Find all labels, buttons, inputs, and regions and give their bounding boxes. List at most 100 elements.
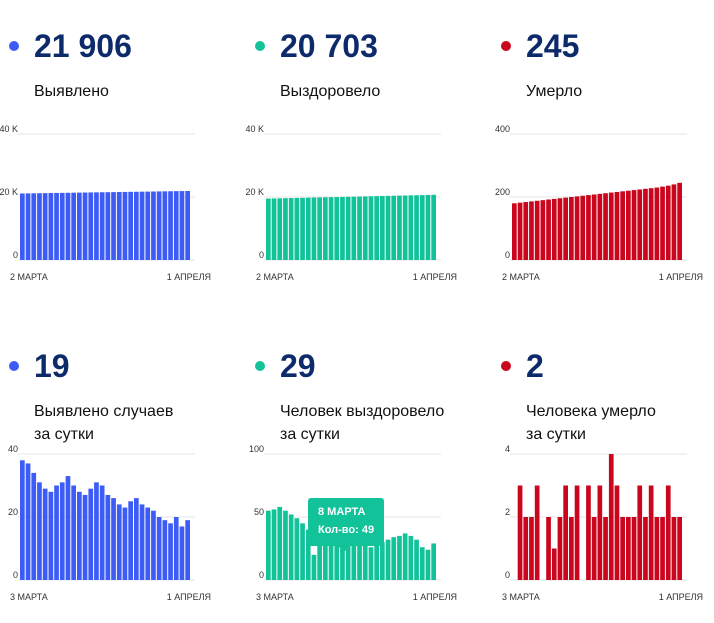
- bar[interactable]: [385, 539, 391, 580]
- bar[interactable]: [563, 197, 568, 260]
- bar[interactable]: [59, 192, 65, 260]
- bar[interactable]: [283, 510, 288, 580]
- bar[interactable]: [116, 192, 122, 260]
- bar[interactable]: [523, 517, 529, 580]
- bar[interactable]: [65, 192, 71, 260]
- bar[interactable]: [88, 488, 94, 580]
- bar[interactable]: [620, 517, 625, 580]
- bar[interactable]: [305, 529, 311, 580]
- bar[interactable]: [328, 537, 334, 580]
- bar[interactable]: [162, 191, 168, 260]
- bar[interactable]: [162, 520, 168, 580]
- bar[interactable]: [277, 506, 283, 580]
- bar[interactable]: [574, 196, 580, 260]
- bar[interactable]: [105, 192, 111, 260]
- bar[interactable]: [266, 510, 271, 580]
- bar[interactable]: [620, 191, 625, 260]
- bar[interactable]: [31, 472, 37, 580]
- bar[interactable]: [99, 485, 105, 581]
- bar[interactable]: [185, 520, 190, 580]
- bar[interactable]: [266, 198, 271, 260]
- bar[interactable]: [608, 454, 614, 580]
- bar[interactable]: [48, 193, 54, 260]
- bar[interactable]: [48, 491, 54, 580]
- bar[interactable]: [574, 485, 580, 581]
- bar[interactable]: [671, 184, 677, 260]
- bar[interactable]: [25, 463, 31, 580]
- bar[interactable]: [111, 498, 116, 580]
- bar[interactable]: [173, 191, 179, 260]
- bar[interactable]: [345, 196, 351, 260]
- bar[interactable]: [179, 191, 185, 260]
- bar[interactable]: [431, 194, 436, 260]
- bar[interactable]: [591, 517, 597, 580]
- bar[interactable]: [25, 193, 31, 260]
- bar[interactable]: [551, 548, 557, 581]
- bar[interactable]: [88, 192, 94, 260]
- bar[interactable]: [323, 534, 328, 580]
- bar[interactable]: [597, 485, 603, 581]
- bar[interactable]: [608, 192, 614, 260]
- bar[interactable]: [563, 485, 568, 581]
- bar[interactable]: [134, 191, 139, 260]
- bar[interactable]: [546, 199, 551, 260]
- bar[interactable]: [173, 517, 179, 580]
- bar[interactable]: [591, 194, 597, 260]
- bar[interactable]: [677, 182, 682, 260]
- bar[interactable]: [648, 188, 654, 260]
- bar[interactable]: [185, 191, 190, 260]
- bar[interactable]: [271, 198, 277, 260]
- bar[interactable]: [665, 485, 671, 581]
- bar[interactable]: [580, 195, 586, 260]
- bar[interactable]: [529, 517, 534, 580]
- bar[interactable]: [288, 514, 294, 580]
- bar[interactable]: [42, 193, 48, 260]
- bar[interactable]: [368, 547, 374, 580]
- bar[interactable]: [408, 195, 414, 260]
- bar[interactable]: [334, 197, 340, 260]
- bar[interactable]: [391, 195, 397, 260]
- bar[interactable]: [551, 198, 557, 260]
- bar[interactable]: [151, 510, 156, 580]
- bar[interactable]: [414, 195, 419, 260]
- bar[interactable]: [128, 191, 133, 260]
- bar[interactable]: [603, 517, 608, 580]
- bar[interactable]: [351, 542, 357, 580]
- bar[interactable]: [397, 195, 402, 260]
- bar[interactable]: [179, 526, 185, 580]
- bar[interactable]: [660, 186, 665, 260]
- bar[interactable]: [271, 509, 277, 580]
- bar[interactable]: [569, 517, 574, 580]
- bar[interactable]: [517, 202, 523, 260]
- bar[interactable]: [340, 538, 345, 580]
- bar[interactable]: [546, 517, 551, 580]
- bar[interactable]: [512, 203, 517, 260]
- bar[interactable]: [37, 193, 42, 260]
- bar[interactable]: [614, 485, 620, 581]
- bar[interactable]: [402, 195, 408, 260]
- bar[interactable]: [156, 191, 162, 260]
- bar[interactable]: [294, 197, 300, 260]
- bar[interactable]: [597, 193, 603, 260]
- bar[interactable]: [71, 192, 76, 260]
- bar[interactable]: [122, 507, 128, 580]
- bar[interactable]: [643, 188, 648, 260]
- bar[interactable]: [54, 192, 59, 260]
- bar[interactable]: [643, 517, 648, 580]
- bar[interactable]: [419, 195, 425, 260]
- bar[interactable]: [59, 482, 65, 580]
- bar[interactable]: [20, 193, 25, 260]
- bar[interactable]: [654, 187, 660, 260]
- bar[interactable]: [94, 482, 99, 580]
- bar[interactable]: [317, 532, 322, 580]
- bar[interactable]: [362, 196, 368, 260]
- bar[interactable]: [637, 189, 643, 260]
- bar[interactable]: [323, 197, 328, 260]
- bar[interactable]: [534, 485, 540, 581]
- bar[interactable]: [77, 192, 82, 260]
- bar[interactable]: [20, 460, 25, 580]
- bar[interactable]: [37, 482, 42, 580]
- bar[interactable]: [529, 201, 534, 260]
- bar[interactable]: [517, 485, 523, 581]
- bar[interactable]: [82, 494, 88, 580]
